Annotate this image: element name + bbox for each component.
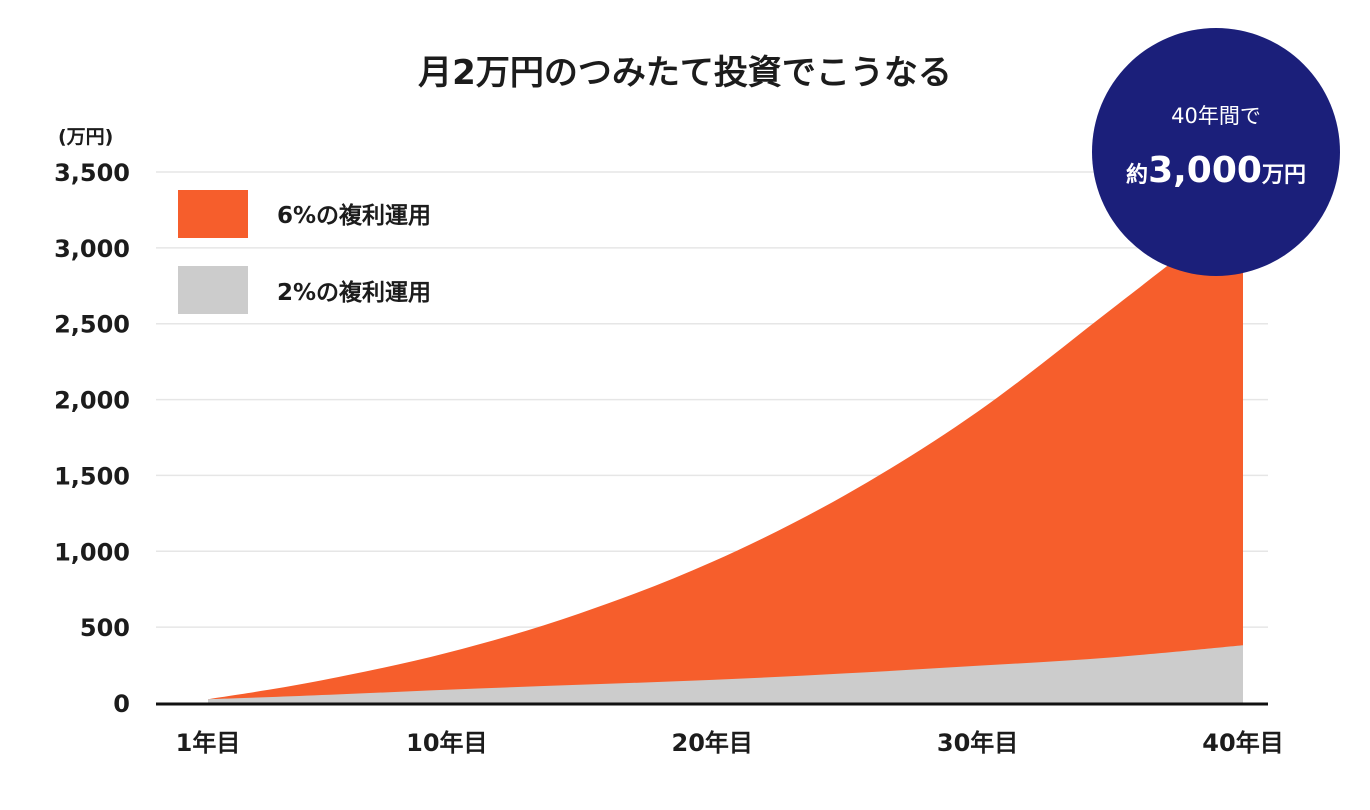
area-series-6pct <box>208 206 1243 703</box>
area-series <box>208 206 1243 703</box>
y-tick-label: 2,500 <box>54 311 130 339</box>
y-tick-label: 3,500 <box>54 159 130 187</box>
x-tick-label: 10年目 <box>406 729 487 757</box>
x-tick-label: 30年目 <box>937 729 1018 757</box>
chart-title: 月2万円のつみたて投資でこうなる <box>418 53 952 93</box>
y-tick-label: 2,000 <box>54 387 130 415</box>
legend-label-2pct: 2%の複利運用 <box>277 279 431 306</box>
x-tick-label: 20年目 <box>672 729 753 757</box>
y-tick-label: 500 <box>80 614 130 642</box>
y-axis-unit: (万円) <box>58 126 113 148</box>
x-tick-label: 40年目 <box>1202 729 1283 757</box>
annotation-value: 3,000 <box>1148 150 1262 191</box>
annotation-line2: 約3,000万円 <box>1126 150 1306 191</box>
legend-swatch-6pct <box>178 190 248 238</box>
legend-label-6pct: 6%の複利運用 <box>277 202 431 229</box>
annotation-suffix: 万円 <box>1261 163 1306 188</box>
annotation-circle <box>1092 28 1340 276</box>
area-series-2pct <box>208 645 1243 703</box>
x-tick-label: 1年目 <box>176 729 241 757</box>
gridlines <box>156 171 1268 628</box>
legend: 6%の複利運用 2%の複利運用 <box>178 190 431 314</box>
annotation-badge: 40年間で 約3,000万円 <box>1092 28 1340 276</box>
y-tick-label: 1,500 <box>54 462 130 490</box>
y-tick-label: 3,000 <box>54 235 130 263</box>
annotation-line1: 40年間で <box>1171 104 1261 128</box>
y-axis-ticks: 0 500 1,000 1,500 2,000 2,500 3,000 3,500 <box>54 159 130 718</box>
annotation-prefix: 約 <box>1126 162 1148 188</box>
y-tick-label: 0 <box>113 690 130 718</box>
legend-swatch-2pct <box>178 266 248 314</box>
x-axis-ticks: 1年目 10年目 20年目 30年目 40年目 <box>176 729 1284 757</box>
y-tick-label: 1,000 <box>54 538 130 566</box>
